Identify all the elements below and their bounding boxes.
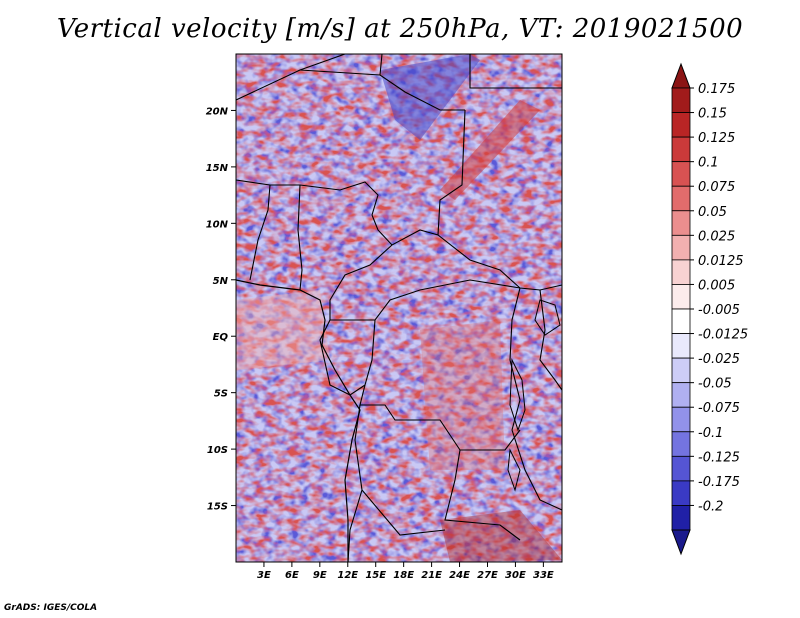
colorbar-swatch xyxy=(671,284,691,310)
colorbar-bottom-arrow xyxy=(671,529,691,556)
x-tick-label: 30E xyxy=(505,570,526,581)
y-tick-label: 15S xyxy=(207,502,228,513)
x-tick-label: 9E xyxy=(313,570,327,581)
colorbar-swatch xyxy=(671,234,691,261)
map-title: Vertical velocity [m/s] at 250hPa, VT: 2… xyxy=(56,14,744,44)
colorbar-swatch xyxy=(671,185,691,212)
x-tick-label: 15E xyxy=(365,570,386,581)
colorbar-swatch xyxy=(671,480,691,506)
x-tick-label: 24E xyxy=(449,570,470,581)
colorbar-swatch xyxy=(671,210,691,236)
x-tick-label: 33E xyxy=(533,570,554,581)
y-tick-label: 15N xyxy=(206,163,229,174)
colorbar-label: 0.15 xyxy=(698,107,727,122)
colorbar-swatch xyxy=(671,259,691,285)
colorbar-label: 0.05 xyxy=(698,205,727,220)
colorbar-label: -0.125 xyxy=(698,450,740,465)
footer-credit: GrADS: IGES/COLA xyxy=(4,603,98,613)
colorbar-top-arrow xyxy=(671,62,691,89)
colorbar-label: 0.125 xyxy=(698,131,735,146)
colorbar-swatch xyxy=(671,87,691,113)
colorbar-swatch xyxy=(671,136,691,163)
colorbar-label: -0.05 xyxy=(698,377,732,392)
x-tick-label: 12E xyxy=(337,570,358,581)
plot-frame xyxy=(235,53,563,563)
colorbar-swatch xyxy=(671,455,691,482)
x-tick-label: 6E xyxy=(285,570,299,581)
x-tick-label: 18E xyxy=(393,570,414,581)
colorbar-label: 0.175 xyxy=(698,82,735,97)
colorbar-label: 0.075 xyxy=(698,180,735,195)
colorbar: 0.175 0.15 0.125 0.1 0.075 0.05 0.025 0.0125 0.0… xyxy=(671,62,748,556)
colorbar-label: -0.025 xyxy=(698,352,740,367)
y-axis: 20N 15N 10N 5N EQ 5S 10S 15S xyxy=(206,106,236,513)
colorbar-swatch xyxy=(671,505,691,531)
y-tick-label: 20N xyxy=(206,106,229,117)
colorbar-swatch xyxy=(671,357,691,384)
y-tick-label: EQ xyxy=(213,332,229,343)
colorbar-label: 0.1 xyxy=(698,156,719,171)
colorbar-label: -0.2 xyxy=(698,499,723,514)
colorbar-label: 0.005 xyxy=(698,278,735,293)
lakes xyxy=(507,299,561,492)
country-borders xyxy=(235,53,563,563)
colorbar-label: -0.005 xyxy=(698,303,740,318)
colorbar-label: -0.175 xyxy=(698,475,740,490)
colorbar-label: 0.0125 xyxy=(698,254,744,269)
y-tick-label: 10S xyxy=(207,445,228,456)
y-tick-label: 5S xyxy=(214,389,228,400)
velocity-field xyxy=(236,54,562,562)
colorbar-swatch xyxy=(671,161,691,187)
coastline xyxy=(235,279,361,562)
x-tick-label: 21E xyxy=(421,570,442,581)
colorbar-swatch xyxy=(671,112,691,138)
colorbar-label: -0.1 xyxy=(698,426,723,441)
colorbar-swatch xyxy=(671,406,691,433)
colorbar-label: 0.025 xyxy=(698,229,735,244)
colorbar-swatch xyxy=(671,308,691,334)
y-tick-label: 10N xyxy=(206,219,229,230)
colorbar-swatch xyxy=(671,382,691,408)
colorbar-label: -0.0125 xyxy=(698,328,748,343)
x-tick-label: 3E xyxy=(257,570,271,581)
colorbar-swatch xyxy=(671,431,691,457)
colorbar-label: -0.075 xyxy=(698,401,740,416)
colorbar-swatch xyxy=(671,333,691,359)
x-tick-label: 27E xyxy=(477,570,498,581)
y-tick-label: 5N xyxy=(213,276,229,287)
x-axis: 3E 6E 9E 12E 15E 18E 21E 24E 27E 30E 33E xyxy=(257,562,554,581)
